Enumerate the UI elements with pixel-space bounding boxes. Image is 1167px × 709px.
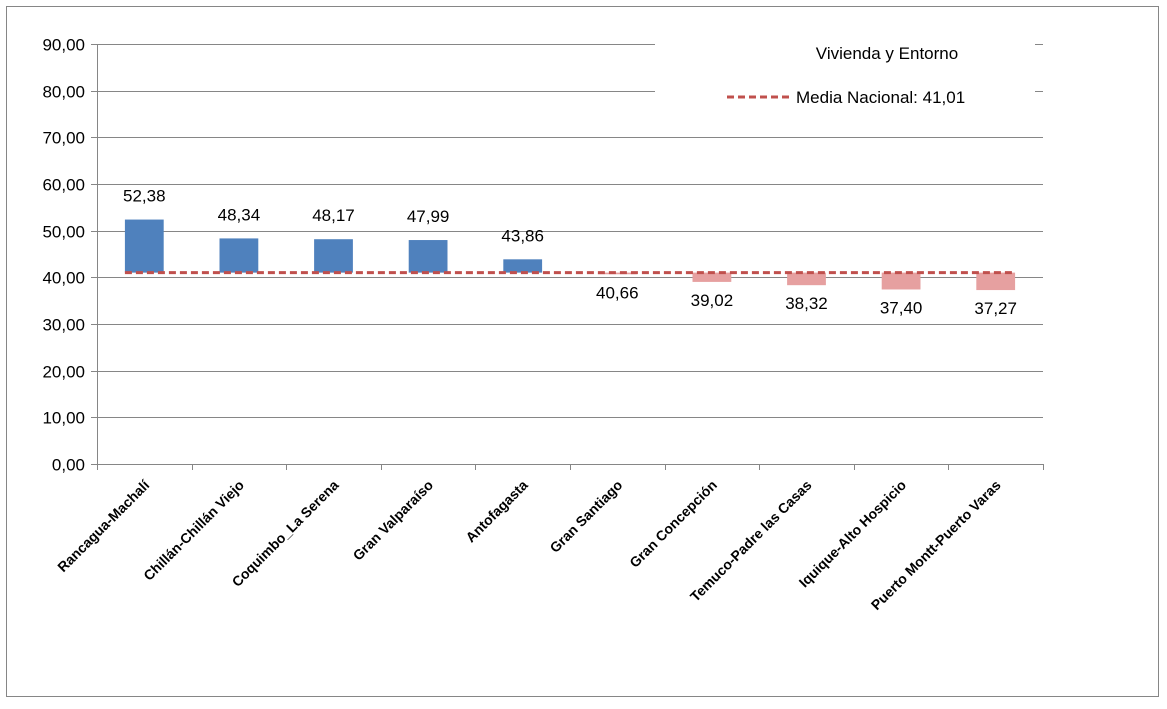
bars	[124, 219, 1016, 291]
data-label: 38,32	[785, 294, 828, 313]
y-tick-label: 90,00	[42, 36, 85, 55]
data-label: 52,38	[123, 187, 166, 206]
y-tick-label: 20,00	[42, 363, 85, 382]
data-label: 39,02	[691, 291, 734, 310]
data-label: 48,34	[218, 205, 261, 224]
bar-coquimbo-la-serena	[314, 239, 353, 273]
bar-temuco-padre-las-casas	[787, 272, 826, 286]
y-tick-label: 10,00	[42, 409, 85, 428]
y-tick-label: 0,00	[52, 456, 85, 475]
bar-gran-concepci-n	[692, 272, 732, 282]
data-label: 40,66	[596, 283, 639, 302]
bar-iquique-alto-hospicio	[881, 272, 921, 290]
y-tick-label: 40,00	[42, 269, 85, 288]
bar-chill-n-chill-n-viejo	[219, 238, 259, 273]
y-tick-label: 30,00	[42, 316, 85, 335]
data-label: 37,40	[880, 298, 923, 317]
data-label: 43,86	[501, 226, 544, 245]
y-tick-label: 60,00	[42, 176, 85, 195]
data-label: 37,27	[974, 299, 1017, 318]
bar-puerto-montt-puerto-varas	[976, 272, 1016, 291]
data-labels: 52,38 48,34 48,17 47,99 43,86 40,66 39,02 38,32…	[123, 187, 1017, 319]
bar-rancagua-machal-	[124, 219, 164, 273]
data-label: 47,99	[407, 207, 450, 226]
legend: Vivienda y Entorno Media Nacional: 41,01	[655, 28, 1035, 128]
y-tick-label: 50,00	[42, 223, 85, 242]
y-tick-label: 80,00	[42, 83, 85, 102]
legend-title: Vivienda y Entorno	[816, 44, 958, 63]
y-tick-label: 70,00	[42, 129, 85, 148]
legend-background	[655, 28, 1035, 128]
bar-gran-valpara-so	[408, 240, 448, 273]
legend-entry-label: Media Nacional: 41,01	[796, 88, 965, 107]
bar-gran-santiago	[597, 272, 637, 275]
data-label: 48,17	[312, 206, 355, 225]
bar-antofagasta	[503, 259, 543, 273]
